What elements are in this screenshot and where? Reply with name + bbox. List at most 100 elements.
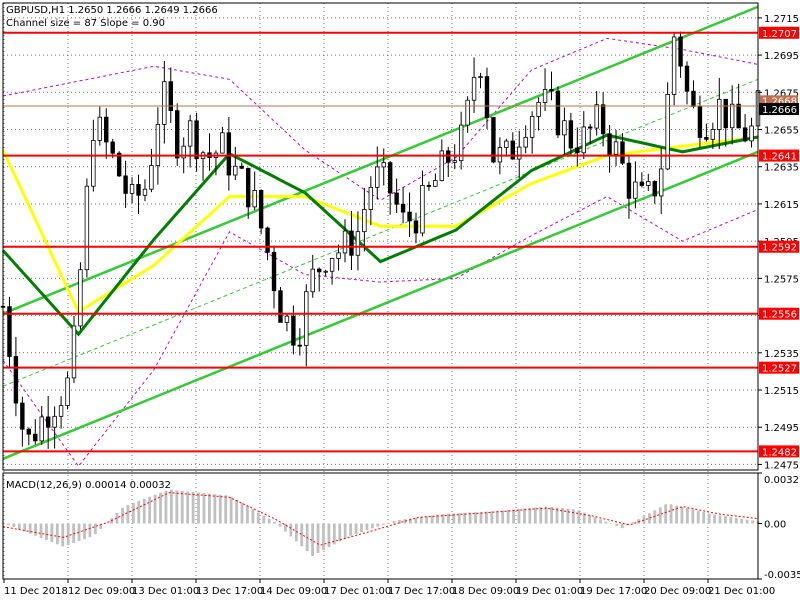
macd-bar	[691, 509, 695, 524]
candle-body	[420, 185, 425, 234]
macd-bar	[734, 517, 738, 524]
chart-frame	[2, 2, 759, 580]
macd-bar	[39, 523, 43, 538]
macd-bar	[512, 509, 515, 524]
candle-body	[400, 203, 406, 213]
candle-body	[381, 162, 386, 168]
macd-bar	[360, 523, 363, 533]
x-tick-label: 17 Dec 01:00	[324, 586, 391, 597]
macd-label: MACD(12,26,9) 0.00014 0.00032	[6, 480, 171, 491]
level-price-tag	[759, 307, 799, 320]
ask-price-label: 1.2668	[762, 96, 797, 107]
macd-bar	[528, 507, 532, 524]
envelope-lines	[2, 37, 759, 468]
macd-bar	[479, 511, 483, 524]
candle-body	[162, 81, 167, 125]
macd-bar	[550, 507, 553, 524]
candle-body	[323, 270, 328, 273]
panel-border	[2, 472, 759, 580]
macd-bar	[365, 523, 369, 531]
envelope-line	[2, 37, 759, 201]
candle-body	[426, 185, 432, 187]
macd-bar	[566, 508, 570, 524]
candle-body	[671, 36, 677, 95]
macd-bar	[93, 523, 97, 535]
macd-bar	[729, 517, 733, 524]
macd-bar	[45, 523, 48, 540]
x-tick-label: 19 Dec 01:00	[516, 586, 583, 597]
macd-bar	[289, 523, 293, 537]
macd-bar	[251, 509, 255, 524]
macd-bar	[66, 523, 70, 545]
candle-body	[600, 104, 606, 135]
macd-bar	[675, 505, 678, 524]
macd-bar	[506, 509, 510, 524]
candle-body	[220, 132, 225, 154]
macd-bar	[620, 523, 624, 529]
macd-bar	[490, 511, 494, 524]
candle-body	[123, 175, 128, 194]
candle-body	[375, 166, 380, 188]
candle-body	[194, 120, 199, 160]
macd-bar	[647, 513, 651, 524]
candle-body	[665, 93, 670, 170]
macd-bar	[696, 510, 700, 524]
candle-body	[555, 90, 561, 136]
macd-bar	[430, 515, 434, 524]
macd-bar	[12, 523, 16, 528]
candle-body	[368, 186, 374, 210]
macd-bar	[213, 494, 217, 524]
macd-bar	[316, 523, 320, 554]
candle-body	[433, 180, 438, 187]
channel-line-upper	[2, 5, 759, 315]
macd-bar	[294, 523, 298, 542]
candle-body	[13, 356, 19, 404]
header-channel: Channel size = 87 Slope = 0.90	[6, 18, 165, 29]
macd-bar	[588, 514, 592, 524]
macd-bar	[408, 518, 412, 524]
moving-average-line	[1, 133, 759, 337]
macd-bar	[343, 523, 347, 539]
y-tick-label: 1.2715	[764, 14, 799, 25]
macd-bar	[387, 522, 391, 524]
candle-body	[355, 231, 361, 256]
macd-bar	[153, 494, 157, 524]
trend-channel	[2, 5, 759, 460]
x-tick-label: 13 Dec 01:00	[132, 586, 199, 597]
moving-averages	[1, 133, 759, 337]
macd-bar	[582, 512, 586, 524]
macd-bar	[533, 507, 537, 524]
candle-body	[52, 415, 57, 428]
x-tick-label: 17 Dec 17:00	[388, 586, 455, 597]
macd-bar	[653, 510, 657, 524]
macd-bar	[517, 508, 521, 524]
macd-bar	[501, 510, 505, 524]
x-tick-label: 19 Dec 17:00	[580, 586, 647, 597]
panel-border	[2, 2, 759, 471]
candle-body	[723, 98, 728, 129]
macd-bar	[685, 508, 689, 524]
current-price-tag	[759, 103, 799, 116]
candle-body	[278, 290, 283, 323]
y-tick-label: 1.2695	[764, 51, 799, 62]
candle-body	[71, 325, 77, 379]
macd-bar	[398, 519, 401, 524]
ask-price-tag	[760, 95, 798, 107]
candle-body	[458, 124, 464, 162]
x-tick-label: 20 Dec 09:00	[644, 586, 711, 597]
candle-body	[517, 146, 522, 160]
macd-bar	[300, 523, 304, 547]
candle-body	[510, 140, 515, 160]
macd-bar	[664, 504, 668, 524]
macd-bar	[229, 496, 233, 524]
y-tick-label: 1.2635	[764, 163, 799, 174]
macd-bar	[539, 507, 543, 524]
macd-bar	[680, 506, 684, 524]
macd-bar	[104, 523, 108, 525]
y-tick-label: 1.2655	[764, 126, 799, 137]
candle-body	[142, 188, 148, 196]
macd-bar	[718, 515, 722, 524]
macd-bar	[631, 522, 635, 524]
candle-body	[607, 133, 612, 155]
macd-bar	[327, 523, 331, 548]
